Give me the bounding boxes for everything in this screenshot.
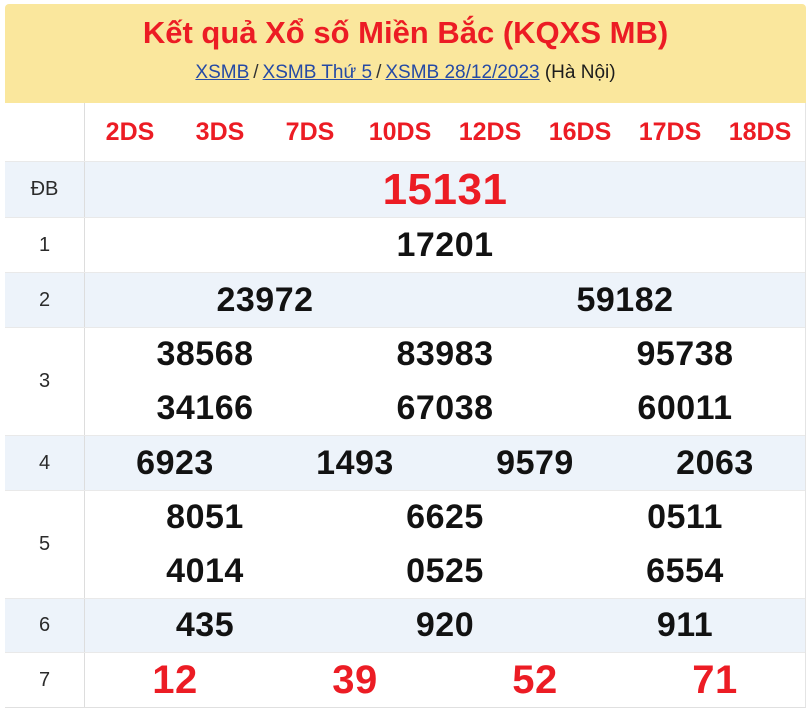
prize-value: 9579 (496, 443, 574, 482)
prize-value: 6625 (406, 498, 484, 537)
table-row-special-prize: ĐB 15131 (5, 161, 805, 217)
prize-value: 2063 (676, 443, 754, 482)
row-label-1: 1 (5, 218, 85, 272)
row-label-4: 4 (5, 436, 85, 490)
prize-value: 911 (656, 606, 714, 644)
row-label-2: 2 (5, 273, 85, 327)
table-row-prize-1: 1 17201 (5, 217, 805, 272)
table-row-prize-7: 7 12 39 52 71 (5, 652, 805, 707)
column-header-row: 2DS 3DS 7DS 10DS 12DS 16DS 17DS 18DS (5, 103, 805, 161)
prize-value: 38568 (156, 335, 254, 374)
prize-value: 0525 (406, 551, 484, 590)
column-header-3ds: 3DS (195, 117, 245, 146)
column-header-10ds: 10DS (368, 117, 432, 146)
column-header-12ds: 12DS (458, 117, 522, 146)
prize-value: 0511 (647, 498, 723, 537)
prize-value: 8051 (166, 498, 244, 537)
column-header-7ds: 7DS (285, 117, 335, 146)
prize-value: 60011 (637, 388, 733, 427)
table-row-prize-6: 6 435 920 911 (5, 598, 805, 652)
table-row-prize-2: 2 23972 59182 (5, 272, 805, 327)
prize-value-special: 15131 (382, 164, 508, 214)
breadcrumb: XSMB / XSMB Thứ 5/XSMB 28/12/2023 (Hà Nội) (5, 62, 806, 84)
results-table: 2DS 3DS 7DS 10DS 12DS 16DS 17DS 18DS ĐB (5, 103, 806, 708)
prize-value: 1493 (316, 443, 394, 482)
prize-value: 67038 (396, 388, 494, 427)
prize-value-red: 71 (692, 657, 738, 702)
prize-value: 59182 (576, 280, 674, 319)
table-row-prize-5: 5 8051 6625 0511 4014 0525 6554 (5, 490, 805, 598)
table-row-prize-4: 4 6923 1493 9579 2063 (5, 435, 805, 490)
prize-value-red: 39 (332, 657, 378, 702)
prize-value: 6554 (646, 551, 724, 590)
prize-value: 4014 (166, 551, 244, 590)
prize-value: 23972 (216, 280, 314, 319)
page-title: Kết quả Xổ số Miền Bắc (KQXS MB) (142, 15, 669, 50)
breadcrumb-link-xsmb-date[interactable]: XSMB 28/12/2023 (385, 62, 540, 83)
prize-value: 34166 (156, 388, 254, 427)
row-label-3: 3 (5, 328, 85, 435)
breadcrumb-location: (Hà Nội) (544, 62, 616, 83)
row-label-6: 6 (5, 599, 85, 652)
row-label-5: 5 (5, 491, 85, 598)
column-header-17ds: 17DS (638, 117, 702, 146)
prize-value-red: 12 (152, 657, 198, 702)
table-row-prize-3: 3 38568 83983 95738 34166 67038 60011 (5, 327, 805, 435)
column-header-18ds: 18DS (728, 117, 792, 146)
prize-value: 920 (415, 606, 475, 644)
breadcrumb-link-xsmb-thu5[interactable]: XSMB Thứ 5 (262, 62, 373, 83)
breadcrumb-separator: / (376, 62, 382, 83)
breadcrumb-separator: / (253, 62, 259, 83)
content-wrapper: Kết quả Xổ số Miền Bắc (KQXS MB) XSMB / XS… (5, 4, 806, 708)
column-header-16ds: 16DS (548, 117, 612, 146)
prize-value: 83983 (396, 335, 494, 374)
prize-value-red: 52 (512, 657, 558, 702)
prize-value: 95738 (636, 335, 734, 374)
prize-value: 6923 (136, 443, 214, 482)
header-banner: Kết quả Xổ số Miền Bắc (KQXS MB) XSMB / XS… (5, 4, 806, 103)
row-label-7: 7 (5, 653, 85, 707)
breadcrumb-link-xsmb[interactable]: XSMB (195, 62, 250, 83)
column-header-2ds: 2DS (105, 117, 155, 146)
prize-value: 17201 (396, 225, 494, 264)
prize-value: 435 (175, 606, 235, 644)
column-header-spacer (5, 103, 85, 161)
row-label-db: ĐB (5, 162, 85, 217)
